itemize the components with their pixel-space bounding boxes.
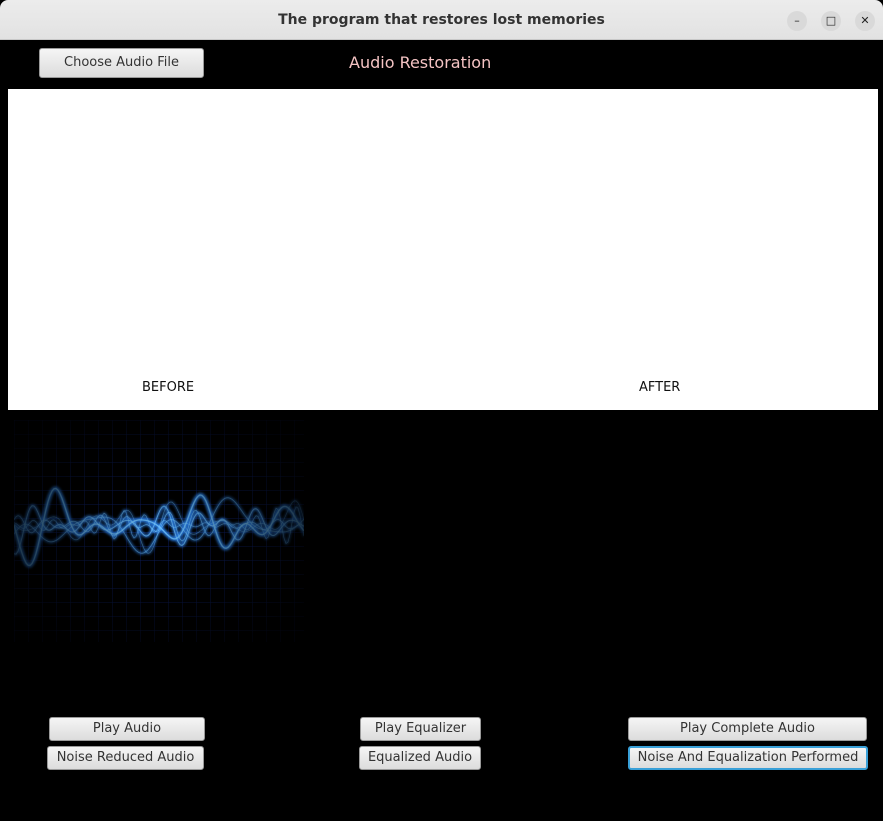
play-equalizer-button[interactable]: Play Equalizer <box>360 717 481 741</box>
window-titlebar: The program that restores lost memories … <box>0 0 883 40</box>
play-audio-button[interactable]: Play Audio <box>49 717 205 741</box>
maximize-icon[interactable]: □ <box>821 11 841 31</box>
choose-audio-file-button[interactable]: Choose Audio File <box>39 48 204 78</box>
close-icon[interactable]: ✕ <box>855 11 875 31</box>
window-title: The program that restores lost memories <box>278 12 605 28</box>
before-label: BEFORE <box>142 380 195 395</box>
waveform-panel: BEFORE AFTER <box>8 89 878 410</box>
minimize-icon[interactable]: – <box>787 11 807 31</box>
after-label: AFTER <box>639 380 681 395</box>
noise-reduced-audio-button[interactable]: Noise Reduced Audio <box>47 746 204 770</box>
noise-and-equalization-performed-button[interactable]: Noise And Equalization Performed <box>628 746 868 770</box>
play-complete-audio-button[interactable]: Play Complete Audio <box>628 717 867 741</box>
app-title: Audio Restoration <box>349 53 492 72</box>
sound-wave-image <box>14 420 304 642</box>
equalized-audio-button[interactable]: Equalized Audio <box>359 746 481 770</box>
